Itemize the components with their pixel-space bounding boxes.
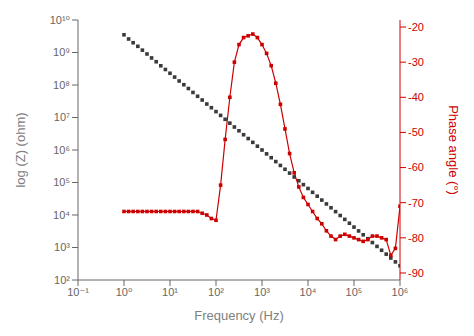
svg-text:10⁻¹: 10⁻¹ — [67, 286, 89, 298]
svg-text:10⁶: 10⁶ — [53, 144, 70, 156]
svg-text:-20: -20 — [408, 21, 424, 33]
svg-text:-60: -60 — [408, 161, 424, 173]
svg-text:10¹⁰: 10¹⁰ — [50, 14, 71, 26]
svg-text:10³: 10³ — [254, 286, 270, 298]
svg-text:Phase angle (°): Phase angle (°) — [446, 105, 461, 195]
svg-text:-70: -70 — [408, 197, 424, 209]
svg-text:10⁴: 10⁴ — [300, 286, 317, 298]
svg-text:-50: -50 — [408, 126, 424, 138]
svg-text:log (Z) (ohm): log (Z) (ohm) — [13, 112, 28, 187]
svg-text:-30: -30 — [408, 56, 424, 68]
svg-text:-40: -40 — [408, 91, 424, 103]
svg-text:10³: 10³ — [54, 241, 70, 253]
svg-text:10⁵: 10⁵ — [53, 176, 70, 188]
svg-text:10⁹: 10⁹ — [53, 46, 70, 58]
svg-text:10⁰: 10⁰ — [116, 286, 133, 298]
svg-text:10⁴: 10⁴ — [53, 209, 70, 221]
svg-text:10⁸: 10⁸ — [53, 79, 70, 91]
svg-text:10⁵: 10⁵ — [346, 286, 363, 298]
svg-text:10²: 10² — [54, 274, 70, 286]
svg-text:10²: 10² — [208, 286, 224, 298]
svg-text:10⁶: 10⁶ — [392, 286, 409, 298]
svg-text:10¹: 10¹ — [162, 286, 178, 298]
svg-text:10⁷: 10⁷ — [54, 111, 70, 123]
svg-text:Frequency (Hz): Frequency (Hz) — [194, 308, 284, 323]
svg-text:-80: -80 — [408, 232, 424, 244]
svg-text:-90: -90 — [408, 267, 424, 279]
